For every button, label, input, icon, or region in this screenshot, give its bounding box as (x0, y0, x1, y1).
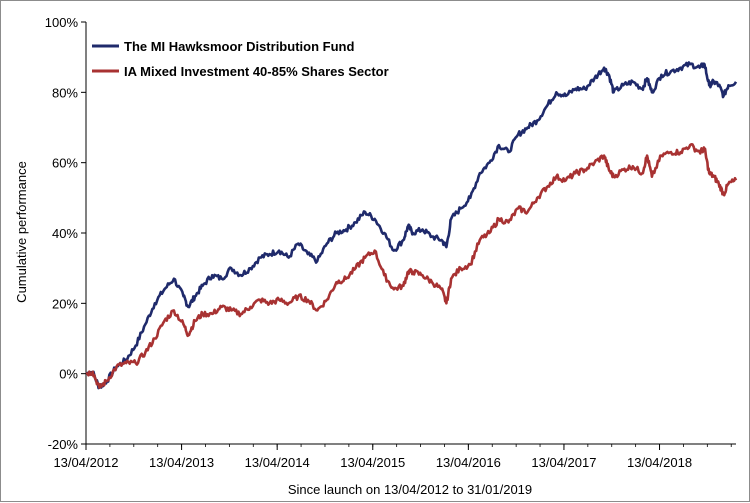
y-axis-ticks: -20% 0% 20% 40% 60% 80% 100% (45, 15, 86, 452)
x-tick-label: 13/04/2018 (627, 455, 692, 470)
y-tick-label: 20% (52, 296, 78, 311)
x-tick-label: 13/04/2013 (149, 455, 214, 470)
x-tick-label: 13/04/2017 (531, 455, 596, 470)
series-lines (85, 61, 738, 390)
y-tick-label: 0% (59, 367, 78, 382)
x-tick-label: 13/04/2012 (53, 455, 118, 470)
legend-label-1: The MI Hawksmoor Distribution Fund (124, 39, 354, 54)
x-tick-label: 13/04/2015 (340, 455, 405, 470)
x-tick-label: 13/04/2014 (245, 455, 310, 470)
y-tick-label: 60% (52, 156, 78, 171)
y-tick-label: -20% (48, 437, 79, 452)
series-line-2 (85, 143, 738, 389)
series-line-1 (85, 61, 738, 390)
x-axis-title: Since launch on 13/04/2012 to 31/01/2019 (288, 482, 532, 497)
x-tick-label: 13/04/2016 (436, 455, 501, 470)
y-tick-label: 40% (52, 226, 78, 241)
y-tick-label: 80% (52, 85, 78, 100)
legend-label-2: IA Mixed Investment 40-85% Shares Sector (124, 64, 389, 79)
x-axis-ticks: 13/04/2012 13/04/2013 13/04/2014 13/04/2015… (53, 444, 732, 470)
y-axis-title: Cumulative performance (14, 161, 29, 303)
legend: The MI Hawksmoor Distribution Fund IA Mix… (92, 39, 389, 79)
y-tick-label: 100% (45, 15, 79, 30)
